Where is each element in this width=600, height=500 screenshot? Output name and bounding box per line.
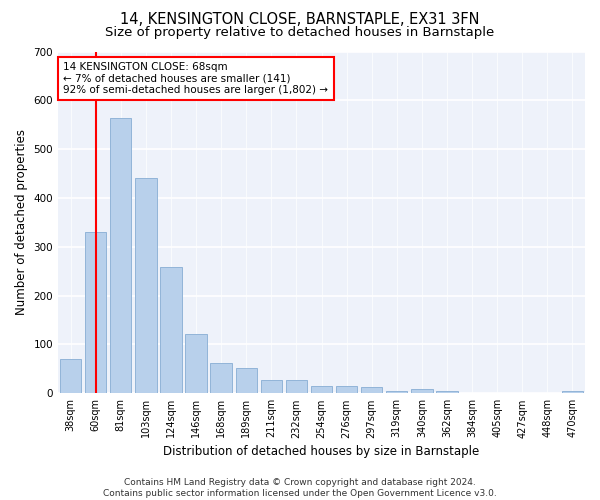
X-axis label: Distribution of detached houses by size in Barnstaple: Distribution of detached houses by size … (163, 444, 479, 458)
Text: Contains HM Land Registry data © Crown copyright and database right 2024.
Contai: Contains HM Land Registry data © Crown c… (103, 478, 497, 498)
Bar (311, 386, 332, 394)
Bar (60, 359, 81, 394)
Bar (236, 368, 257, 394)
Bar (211, 362, 232, 394)
Text: Size of property relative to detached houses in Barnstaple: Size of property relative to detached ho… (106, 26, 494, 39)
Y-axis label: Number of detached properties: Number of detached properties (15, 130, 28, 316)
Bar (260, 380, 282, 394)
Bar (185, 334, 207, 394)
Bar (386, 391, 407, 394)
Bar (411, 390, 433, 394)
Bar (110, 118, 131, 394)
Bar (160, 268, 182, 394)
Bar (436, 391, 458, 394)
Bar (135, 178, 157, 394)
Bar (286, 380, 307, 394)
Bar (85, 232, 106, 394)
Text: 14 KENSINGTON CLOSE: 68sqm
← 7% of detached houses are smaller (141)
92% of semi: 14 KENSINGTON CLOSE: 68sqm ← 7% of detac… (64, 62, 328, 95)
Bar (336, 386, 357, 394)
Bar (562, 391, 583, 394)
Text: 14, KENSINGTON CLOSE, BARNSTAPLE, EX31 3FN: 14, KENSINGTON CLOSE, BARNSTAPLE, EX31 3… (120, 12, 480, 28)
Bar (361, 388, 382, 394)
